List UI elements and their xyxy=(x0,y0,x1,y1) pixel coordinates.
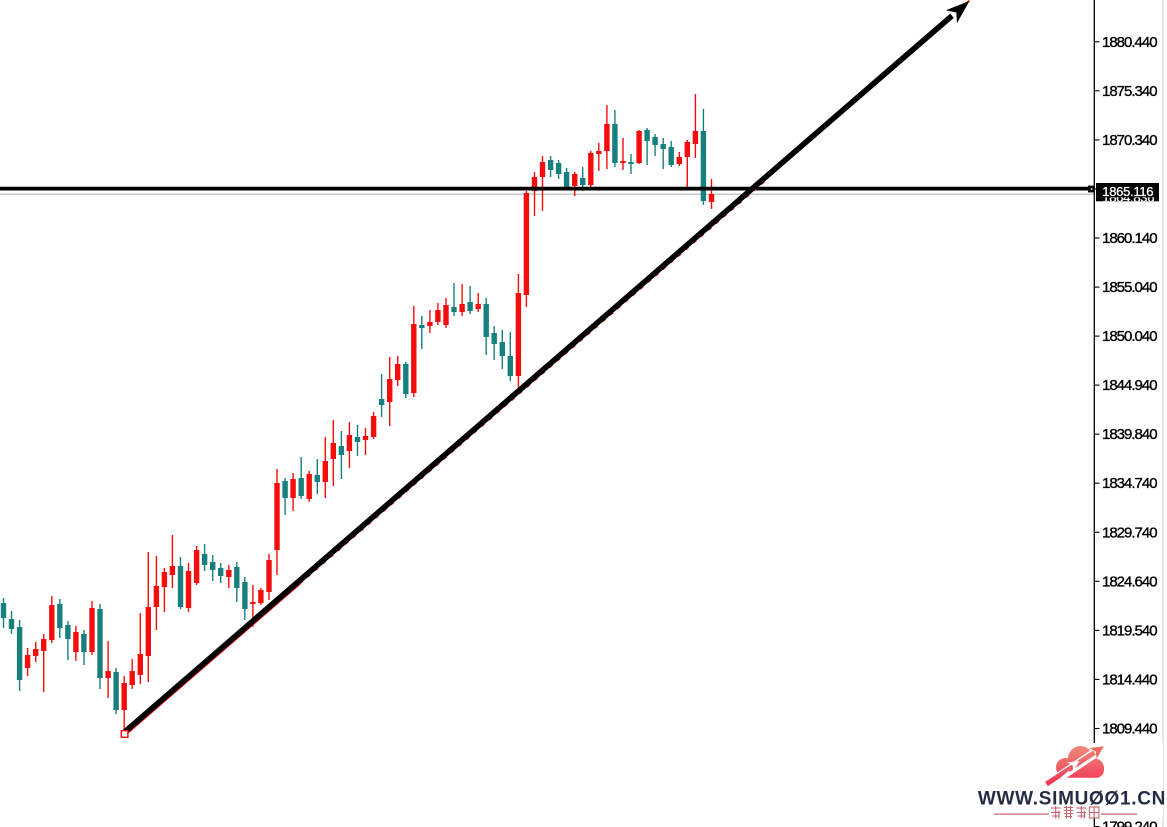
svg-text:1865.116: 1865.116 xyxy=(1102,184,1153,199)
svg-text:1844.940: 1844.940 xyxy=(1102,377,1157,394)
svg-text:WWW.SIMUØØ1.CN: WWW.SIMUØØ1.CN xyxy=(978,789,1166,810)
svg-text:1824.640: 1824.640 xyxy=(1102,573,1157,590)
svg-text:1850.040: 1850.040 xyxy=(1102,328,1157,345)
svg-text:1839.840: 1839.840 xyxy=(1102,426,1157,443)
svg-text:1860.140: 1860.140 xyxy=(1102,230,1157,247)
svg-text:1855.040: 1855.040 xyxy=(1102,279,1157,296)
svg-text:1870.340: 1870.340 xyxy=(1102,132,1157,149)
svg-text:1880.440: 1880.440 xyxy=(1102,34,1157,51)
svg-text:1809.440: 1809.440 xyxy=(1102,721,1157,738)
svg-text:1875.340: 1875.340 xyxy=(1102,83,1157,100)
svg-text:1829.740: 1829.740 xyxy=(1102,524,1157,541)
svg-text:1799.240: 1799.240 xyxy=(1102,819,1157,827)
svg-text:1819.540: 1819.540 xyxy=(1102,622,1157,639)
svg-text:1814.440: 1814.440 xyxy=(1102,671,1157,688)
svg-text:1834.740: 1834.740 xyxy=(1102,475,1157,492)
